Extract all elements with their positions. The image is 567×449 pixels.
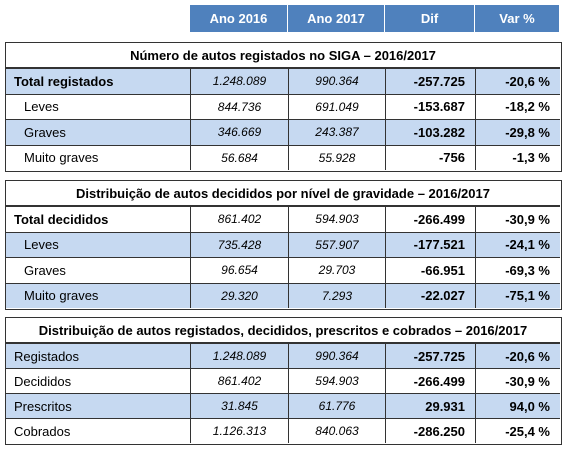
row-label: Prescritos	[6, 393, 191, 418]
value-cell: 557.907	[289, 231, 386, 257]
value-cell: 990.364	[289, 343, 386, 368]
value-cell: -103.282	[386, 119, 476, 145]
row-label: Decididos	[6, 368, 191, 393]
column-header: Dif	[385, 5, 475, 32]
value-cell: -69,3 %	[476, 257, 560, 283]
value-cell: 29.320	[191, 282, 289, 308]
value-cell: -18,2 %	[476, 93, 560, 120]
value-cell: -266.499	[386, 368, 476, 393]
value-cell: -153.687	[386, 93, 476, 119]
value-cell: -257.725	[386, 343, 476, 368]
value-cell: 55.928	[289, 144, 386, 170]
value-cell: -22.027	[386, 282, 476, 308]
value-cell: 1.248.089	[191, 68, 289, 94]
value-cell: -66.951	[386, 257, 476, 283]
section-title: Número de autos registados no SIGA – 201…	[6, 43, 560, 68]
value-cell: 346.669	[191, 119, 289, 145]
value-cell: 990.364	[289, 68, 386, 94]
value-cell: 31.845	[191, 393, 289, 418]
value-cell: 7.293	[289, 282, 386, 308]
value-cell: 56.684	[191, 144, 289, 170]
row-label: Muito graves	[6, 144, 191, 170]
value-cell: 594.903	[289, 206, 386, 232]
value-cell: -75,1 %	[476, 282, 560, 308]
value-cell: -1,3 %	[476, 144, 560, 171]
value-cell: 691.049	[289, 93, 386, 119]
section: Número de autos registados no SIGA – 201…	[5, 42, 562, 172]
value-cell: 594.903	[289, 368, 386, 393]
row-label: Graves	[6, 119, 191, 145]
value-cell: -24,1 %	[476, 231, 560, 257]
column-header: Var %	[475, 5, 560, 32]
section-title: Distribuição de autos decididos por níve…	[6, 181, 560, 206]
value-cell: -257.725	[386, 68, 476, 94]
column-header: Ano 2017	[288, 5, 385, 32]
value-cell: 29.931	[386, 393, 476, 418]
value-cell: 243.387	[289, 119, 386, 145]
section: Distribuição de autos registados, decidi…	[5, 317, 562, 445]
section: Distribuição de autos decididos por níve…	[5, 180, 562, 310]
value-cell: -20,6 %	[476, 343, 560, 368]
value-cell: 861.402	[191, 368, 289, 393]
value-cell: -25,4 %	[476, 418, 560, 443]
value-cell: -266.499	[386, 206, 476, 232]
value-cell: -30,9 %	[476, 368, 560, 393]
value-cell: 840.063	[289, 418, 386, 443]
value-cell: -177.521	[386, 231, 476, 257]
row-label: Total decididos	[6, 206, 191, 232]
value-cell: -756	[386, 144, 476, 170]
row-label: Graves	[6, 257, 191, 283]
row-label: Muito graves	[6, 282, 191, 308]
value-cell: 844.736	[191, 93, 289, 119]
column-header: Ano 2016	[190, 5, 288, 32]
value-cell: -20,6 %	[476, 68, 560, 94]
value-cell: 61.776	[289, 393, 386, 418]
value-cell: 1.126.313	[191, 418, 289, 443]
value-cell: 861.402	[191, 206, 289, 232]
value-cell: 96.654	[191, 257, 289, 283]
row-label: Leves	[6, 93, 191, 119]
row-label: Registados	[6, 343, 191, 368]
value-cell: 1.248.089	[191, 343, 289, 368]
row-label: Leves	[6, 231, 191, 257]
value-cell: -29,8 %	[476, 119, 560, 145]
value-cell: 735.428	[191, 231, 289, 257]
section-title: Distribuição de autos registados, decidi…	[6, 318, 560, 343]
value-cell: -30,9 %	[476, 206, 560, 232]
value-cell: 29.703	[289, 257, 386, 283]
value-cell: -286.250	[386, 418, 476, 443]
value-cell: 94,0 %	[476, 393, 560, 418]
row-label: Total registados	[6, 68, 191, 94]
row-label: Cobrados	[6, 418, 191, 443]
